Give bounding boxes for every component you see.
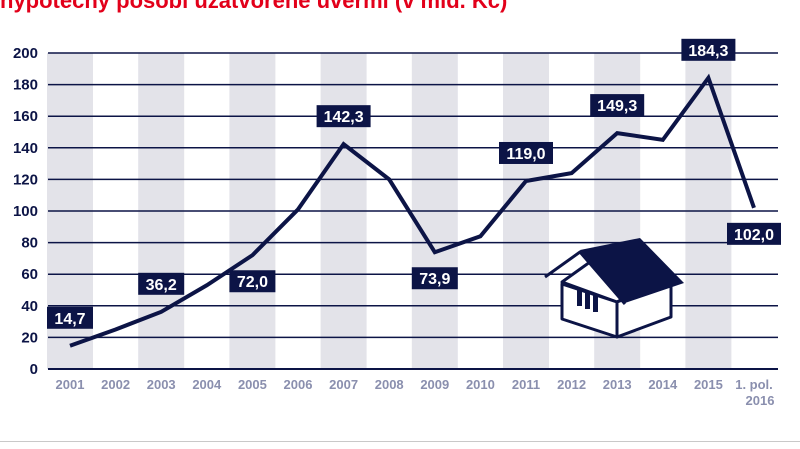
chart-title-text: hypotečný pôsobí uzatvorené úvermi (v ml… [0, 0, 508, 13]
y-tick-label: 140 [13, 140, 38, 157]
data-label-text: 184,3 [688, 43, 728, 60]
data-label: 119,0 [499, 141, 553, 164]
x-tick-label: 2014 [648, 377, 678, 392]
x-tick-label: 2013 [603, 377, 632, 392]
data-label: 36,2 [138, 272, 185, 295]
y-tick-label: 200 [13, 45, 38, 62]
data-label-box [727, 222, 781, 245]
data-label-text: 14,7 [54, 311, 85, 328]
data-label: 73,9 [411, 267, 458, 290]
y-tick-label: 160 [13, 108, 38, 125]
x-tick-label: 2003 [147, 377, 176, 392]
y-tick-label: 60 [21, 266, 38, 283]
data-label-box [138, 272, 185, 295]
x-tick-label: 2010 [466, 377, 495, 392]
data-label-text: 149,3 [597, 98, 637, 115]
x-tick-label: 2012 [557, 377, 586, 392]
data-label: 72,0 [229, 270, 276, 293]
data-label: 142,3 [316, 105, 371, 128]
x-tick-label: 2001 [56, 377, 85, 392]
data-label-text: 73,9 [419, 271, 450, 288]
x-tick-label: 2005 [238, 377, 267, 392]
x-tick-label: 1. pol. 2016 [735, 377, 774, 408]
data-label-text: 36,2 [146, 277, 177, 294]
data-label-text: 102,0 [734, 227, 774, 244]
series-line [69, 73, 756, 348]
data-label: 14,7 [47, 306, 93, 329]
data-label-box [499, 141, 553, 164]
bottom-divider [0, 441, 800, 442]
series-group [69, 73, 756, 348]
data-labels: 14,7 36,2 72,0 142,3 73,9 119,0 149,3 184,3 102,… [47, 38, 781, 329]
y-axis: 0 20 40 60 80 100 120 140 160 180 200 [13, 45, 38, 378]
data-label-box [411, 267, 458, 290]
y-tick-label: 0 [30, 361, 38, 378]
x-tick-label: 2011 [512, 377, 540, 392]
data-label-text: 72,0 [237, 274, 268, 291]
y-tick-label: 40 [21, 298, 38, 315]
data-label-box [229, 270, 276, 293]
x-tick-label: 2008 [375, 377, 404, 392]
data-label-text: 142,3 [324, 109, 364, 126]
x-tick-label: 2007 [329, 377, 358, 392]
data-label-box [590, 94, 645, 117]
house-icon [544, 238, 684, 339]
y-tick-label: 120 [13, 171, 38, 188]
x-tick-label: 2006 [284, 377, 313, 392]
y-tick-label: 20 [21, 329, 38, 346]
x-tick-line: 1. pol. [735, 377, 773, 392]
x-axis: 2001 2002 2003 2004 2005 2006 2007 2008 2009 2010… [56, 377, 775, 408]
data-label: 184,3 [681, 38, 736, 61]
x-tick-label: 2002 [101, 377, 130, 392]
data-label-box [681, 38, 736, 61]
data-label: 102,0 [727, 222, 781, 245]
x-tick-label: 2015 [694, 377, 723, 392]
data-label-box [47, 306, 93, 329]
x-tick-label: 2004 [192, 377, 222, 392]
chart-title: hypotečný pôsobí uzatvorené úvermi (v ml… [0, 0, 800, 13]
data-label-box [316, 105, 371, 128]
y-tick-label: 180 [13, 77, 38, 94]
x-tick-label: 2009 [420, 377, 449, 392]
x-tick-line: 2016 [746, 393, 775, 408]
data-label: 149,3 [590, 94, 645, 117]
y-tick-label: 80 [21, 235, 38, 252]
y-tick-label: 100 [13, 203, 38, 220]
data-label-text: 119,0 [506, 146, 545, 163]
